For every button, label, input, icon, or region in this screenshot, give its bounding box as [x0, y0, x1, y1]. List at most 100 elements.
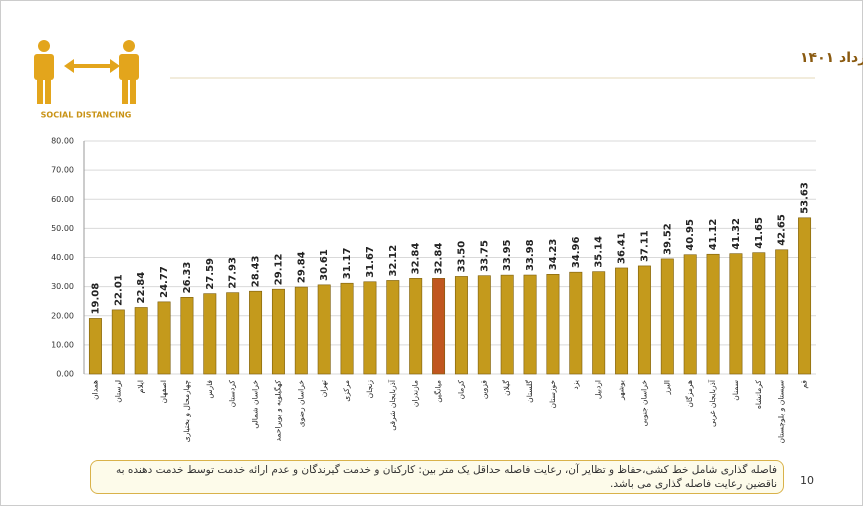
x-tick-label: خوزستان — [548, 380, 557, 409]
data-label: 35.14 — [594, 236, 605, 268]
x-tick-label: هرمزگان — [685, 380, 694, 408]
bar — [798, 217, 812, 375]
data-label: 41.32 — [731, 218, 742, 250]
x-tick-label: کهگیلویه و بویراحمد — [273, 380, 282, 442]
x-tick-label: اصفهان — [159, 380, 168, 404]
data-label: 33.50 — [456, 241, 467, 273]
bar — [546, 274, 560, 375]
x-tick-label: خراسان شمالی — [251, 380, 260, 429]
data-label: 42.65 — [777, 214, 788, 246]
data-label: 32.84 — [411, 243, 422, 275]
data-label: 40.95 — [685, 219, 696, 251]
bar — [88, 318, 102, 375]
y-tick-label: 10.00 — [51, 340, 74, 349]
social-distancing-icon — [34, 40, 139, 104]
data-label: 22.84 — [136, 272, 147, 304]
bar — [386, 280, 400, 375]
x-tick-label: یزد — [571, 380, 580, 390]
x-tick-label: تهران — [319, 380, 328, 397]
x-tick-label: چهارمحال و بختیاری — [182, 380, 191, 443]
data-label: 27.59 — [205, 258, 216, 290]
bar — [660, 258, 674, 375]
x-tick-label: سمنان — [731, 380, 740, 401]
icon-caption: SOCIAL DISTANCING — [41, 111, 132, 120]
data-label: 32.84 — [434, 243, 445, 275]
bar — [157, 301, 171, 375]
y-tick-label: 40.00 — [51, 253, 74, 262]
page-number: 10 — [800, 474, 814, 487]
data-label: 28.43 — [251, 256, 262, 288]
y-tick-label: 80.00 — [51, 137, 74, 146]
bar — [271, 288, 285, 375]
bar — [226, 292, 240, 375]
data-label: 34.96 — [571, 237, 582, 269]
data-label: 19.08 — [90, 283, 101, 315]
x-tick-label: سیستان و بلوچستان — [777, 380, 786, 444]
data-label: 37.11 — [639, 230, 650, 262]
bar — [752, 252, 766, 375]
data-label: 39.52 — [662, 223, 673, 255]
y-tick-label: 30.00 — [51, 282, 74, 291]
x-tick-label: خراسان جنوبی — [639, 380, 648, 427]
bar — [569, 271, 583, 375]
x-tick-label: البرز — [662, 380, 671, 395]
bar — [683, 254, 697, 375]
data-label: 27.93 — [228, 257, 239, 289]
x-tick-label: کرمان — [456, 380, 465, 400]
bar — [592, 271, 606, 375]
x-tick-label: زنجان — [365, 380, 374, 399]
x-tick-label: مرکزی — [342, 380, 351, 402]
x-tick-label: قم — [800, 380, 809, 389]
y-tick-label: 0.00 — [56, 370, 74, 379]
bar — [523, 274, 537, 375]
data-label: 33.75 — [479, 240, 490, 272]
data-label: 32.12 — [388, 245, 399, 277]
bar — [134, 307, 148, 375]
data-label: 31.67 — [365, 246, 376, 278]
bar — [637, 265, 651, 375]
data-label: 33.95 — [502, 239, 513, 271]
bar — [294, 286, 308, 375]
x-tick-label: گلستان — [525, 380, 534, 403]
x-tick-label: کردستان — [228, 380, 237, 408]
data-label: 53.63 — [800, 182, 811, 214]
data-label: 24.77 — [159, 266, 170, 298]
bar — [340, 282, 354, 375]
x-tick-label: آذربایجان شرقی — [387, 379, 397, 431]
chart-title: درصد موارد رعایت دستورالعمل فاصله گذاری … — [800, 49, 863, 66]
x-tick-label: آذربایجان غربی — [707, 379, 717, 427]
x-tick-label: ایلام — [136, 380, 145, 393]
bar — [477, 275, 491, 375]
bar — [409, 278, 423, 375]
bar — [249, 290, 263, 375]
y-tick-label: 50.00 — [51, 224, 74, 233]
bar — [775, 249, 789, 375]
data-label: 36.41 — [617, 232, 628, 264]
bar — [454, 276, 468, 375]
y-tick-label: 70.00 — [51, 166, 74, 175]
x-tick-label: اردبیل — [594, 380, 603, 399]
bar — [615, 267, 629, 375]
bar — [363, 281, 377, 375]
bar — [500, 274, 514, 375]
data-label: 41.65 — [754, 217, 765, 249]
x-tick-label: لرستان — [113, 380, 122, 403]
x-tick-label: کرمانشاه — [754, 380, 763, 409]
footnote: فاصله گذاری شامل خط کشی،حفاظ و تظایر آن،… — [90, 460, 784, 494]
data-label: 30.61 — [319, 249, 330, 281]
x-tick-label: خراسان رضوی — [296, 380, 305, 427]
x-tick-label: گیلان — [502, 380, 511, 396]
bar — [180, 297, 194, 375]
data-label: 26.33 — [182, 262, 193, 294]
y-tick-label: 20.00 — [51, 311, 74, 320]
x-tick-label: قزوین — [479, 380, 488, 400]
data-label: 31.17 — [342, 248, 353, 280]
data-label: 34.23 — [548, 239, 559, 271]
x-tick-label: میانگین — [434, 380, 443, 403]
data-label: 29.12 — [273, 254, 284, 286]
bar — [111, 309, 125, 375]
bar — [729, 253, 743, 375]
data-label: 41.12 — [708, 219, 719, 251]
